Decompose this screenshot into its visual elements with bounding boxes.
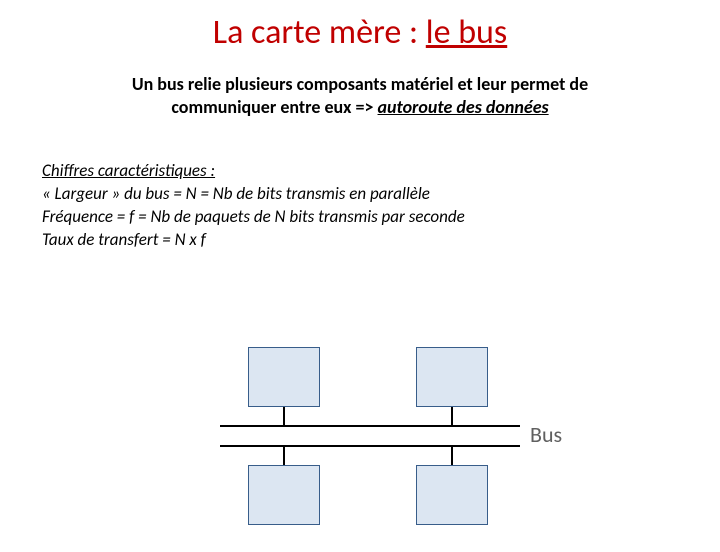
component-box: [248, 465, 320, 525]
intro-text: Un bus relie plusieurs composants matéri…: [48, 73, 672, 120]
component-box: [248, 347, 320, 407]
title-part2: le bus: [426, 12, 507, 53]
intro-line1: Un bus relie plusieurs composants matéri…: [132, 73, 588, 95]
connector-line: [283, 447, 285, 465]
intro-line2b: autoroute des données: [378, 96, 549, 118]
component-box: [416, 347, 488, 407]
chars-line1: « Largeur » du bus = N = Nb de bits tran…: [42, 183, 720, 206]
bus-diagram: Bus: [220, 347, 540, 527]
title-part1: La carte mère :: [213, 12, 426, 53]
component-box: [416, 465, 488, 525]
characteristics-block: Chiffres caractéristiques : « Largeur » …: [42, 160, 720, 252]
bus-line: [220, 425, 520, 427]
intro-line2a: communiquer entre eux =>: [171, 96, 377, 118]
slide-title: La carte mère : le bus: [0, 12, 720, 53]
chars-heading: Chiffres caractéristiques :: [42, 160, 720, 183]
connector-line: [451, 447, 453, 465]
connector-line: [283, 407, 285, 425]
bus-label: Bus: [530, 421, 562, 448]
chars-line3: Taux de transfert = N x f: [42, 229, 720, 252]
bus-line: [220, 445, 520, 447]
chars-line2: Fréquence = f = Nb de paquets de N bits …: [42, 206, 720, 229]
connector-line: [451, 407, 453, 425]
